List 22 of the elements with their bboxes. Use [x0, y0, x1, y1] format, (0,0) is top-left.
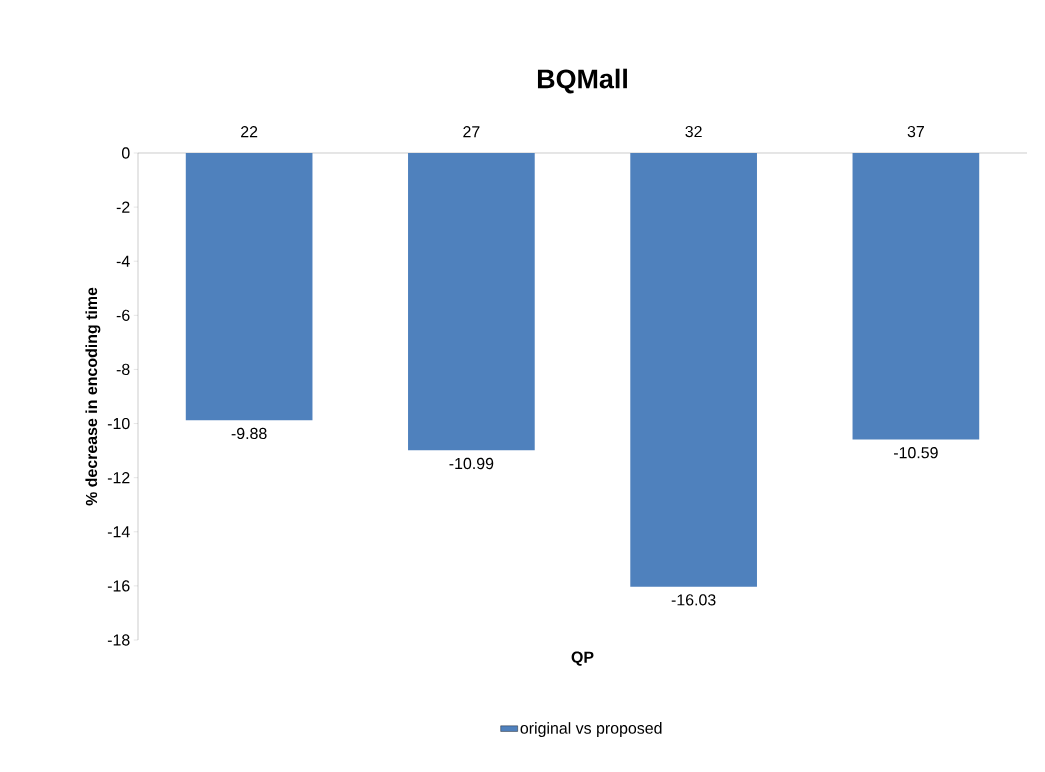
y-tick-label: -6 [116, 309, 130, 321]
y-axis-title: % decrease in encoding time [85, 287, 101, 506]
y-tick-label: -4 [116, 255, 130, 267]
x-tick-label: 27 [463, 126, 480, 138]
y-tick-label: -16 [107, 580, 130, 592]
y-tick-label: -12 [107, 472, 130, 484]
chart-title: BQMall [537, 68, 627, 94]
data-label: -9.88 [231, 427, 267, 440]
x-axis-title: QP [571, 651, 594, 666]
y-tick-label: -18 [107, 634, 130, 646]
y-tick-label: -2 [116, 201, 130, 213]
x-tick-label: 32 [685, 125, 702, 138]
y-tick-label: -14 [107, 526, 130, 538]
y-tick-label: 0 [121, 147, 130, 159]
x-tick-label: 37 [907, 125, 924, 138]
data-label: -16.03 [671, 594, 716, 606]
y-tick-label: -10 [107, 417, 130, 430]
data-label: -10.59 [893, 447, 938, 459]
legend-label: original vs proposed [520, 722, 662, 737]
y-tick-label: -8 [116, 363, 130, 376]
x-tick-label: 22 [241, 126, 258, 138]
data-label: -10.99 [449, 457, 494, 470]
